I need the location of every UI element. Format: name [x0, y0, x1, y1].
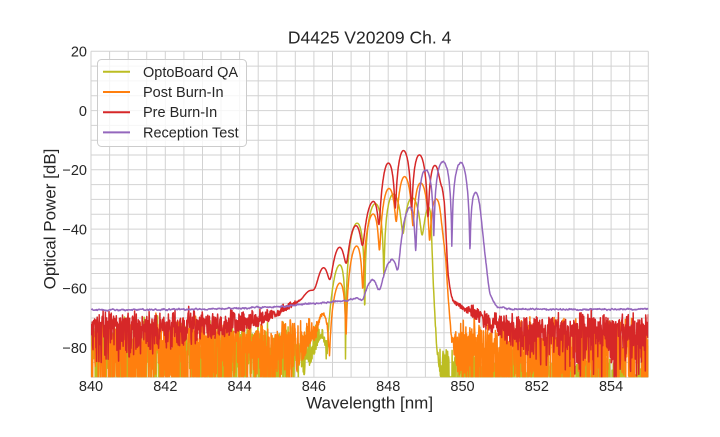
svg-text:850: 850: [450, 379, 474, 395]
svg-text:Wavelength [nm]: Wavelength [nm]: [306, 394, 433, 413]
svg-text:OptoBoard QA: OptoBoard QA: [143, 65, 238, 81]
svg-text:−80: −80: [62, 341, 87, 357]
svg-text:854: 854: [599, 379, 623, 395]
svg-text:840: 840: [79, 379, 103, 395]
svg-text:20: 20: [71, 45, 87, 61]
svg-text:Optical Power [dB]: Optical Power [dB]: [41, 149, 60, 290]
svg-text:842: 842: [153, 379, 177, 395]
svg-text:852: 852: [525, 379, 549, 395]
svg-text:Pre Burn-In: Pre Burn-In: [143, 105, 217, 121]
svg-text:D4425 V20209 Ch. 4: D4425 V20209 Ch. 4: [288, 27, 452, 47]
svg-text:−40: −40: [62, 222, 87, 238]
svg-text:Post Burn-In: Post Burn-In: [143, 85, 224, 101]
svg-text:Reception Test: Reception Test: [143, 125, 239, 141]
svg-text:−60: −60: [62, 282, 87, 298]
svg-text:0: 0: [79, 104, 87, 120]
svg-text:846: 846: [302, 379, 326, 395]
svg-text:844: 844: [227, 379, 251, 395]
svg-text:−20: −20: [62, 163, 87, 179]
svg-text:848: 848: [376, 379, 400, 395]
